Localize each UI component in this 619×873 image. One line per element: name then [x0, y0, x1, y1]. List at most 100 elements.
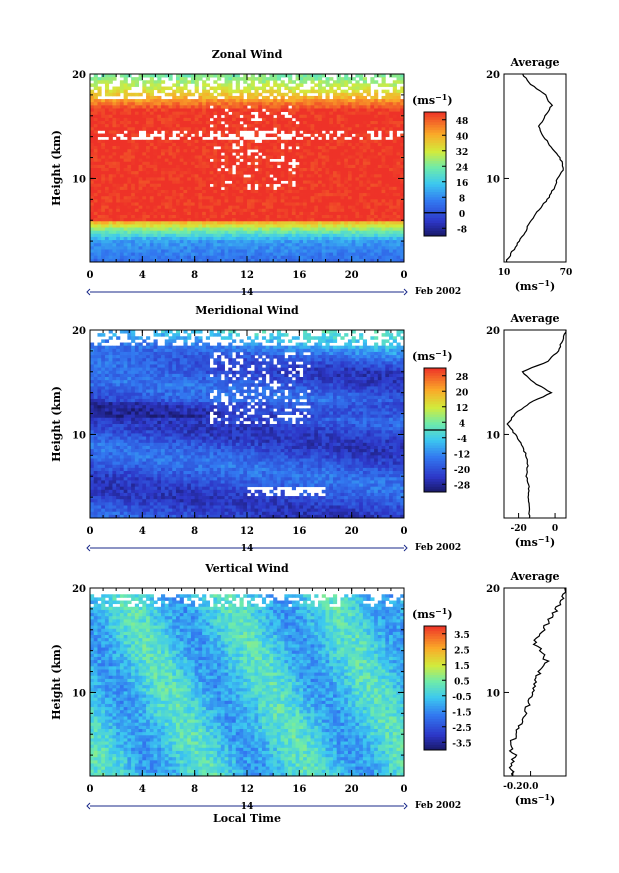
- heatmap-cell: [101, 149, 106, 153]
- heatmap-cell: [164, 146, 169, 150]
- heatmap-cell: [306, 95, 311, 100]
- heatmap-cell: [385, 102, 390, 106]
- heatmap-cell: [235, 86, 240, 91]
- heatmap-cell: [374, 252, 379, 257]
- heatmap-cell: [374, 218, 379, 222]
- heatmap-cell: [254, 224, 259, 228]
- heatmap-cell: [153, 158, 158, 163]
- heatmap-cell: [261, 230, 267, 235]
- heatmap-cell: [97, 218, 102, 222]
- heatmap-cell: [153, 136, 158, 141]
- heatmap-cell: [138, 161, 143, 166]
- heatmap-cell: [321, 224, 326, 228]
- heatmap-cell: [187, 174, 192, 178]
- heatmap-cell: [344, 139, 349, 144]
- heatmap-cell: [381, 189, 386, 194]
- heatmap-cell: [190, 236, 196, 241]
- heatmap-cell: [101, 215, 106, 219]
- heatmap-cell: [149, 199, 154, 203]
- heatmap-cell: [400, 215, 405, 219]
- heatmap-cell: [370, 221, 375, 225]
- heatmap-cell: [183, 227, 188, 232]
- heatmap-cell: [116, 99, 121, 103]
- heatmap-cell: [247, 199, 252, 203]
- heatmap-cell: [280, 221, 285, 225]
- heatmap-cell: [392, 155, 397, 159]
- heatmap-cell: [134, 133, 139, 138]
- heatmap-cell: [168, 227, 173, 232]
- heatmap-cell: [90, 427, 95, 431]
- heatmap-cell: [284, 155, 289, 159]
- heatmap-cell: [258, 114, 263, 119]
- heatmap-cell: [119, 177, 125, 181]
- heatmap-cell: [104, 108, 110, 112]
- heatmap-cell: [321, 139, 326, 144]
- heatmap-cell: [104, 221, 110, 225]
- heatmap-cell: [217, 83, 222, 87]
- heatmap-cell: [273, 221, 278, 225]
- heatmap-cell: [389, 252, 394, 257]
- heatmap-cell: [142, 236, 147, 241]
- heatmap-cell: [131, 161, 136, 166]
- heatmap-cell: [224, 174, 229, 178]
- heatmap-cell: [400, 146, 405, 150]
- heatmap-cell: [303, 92, 308, 97]
- heatmap-cell: [377, 124, 382, 128]
- heatmap-cell: [295, 255, 300, 260]
- heatmap-cell: [362, 117, 368, 122]
- heatmap-cell: [202, 152, 207, 156]
- heatmap-cell: [314, 105, 319, 109]
- heatmap-cell: [396, 189, 401, 194]
- heatmap-cell: [131, 158, 136, 163]
- heatmap-cell: [247, 121, 252, 125]
- heatmap-cell: [400, 183, 405, 188]
- heatmap-cell: [149, 83, 154, 87]
- heatmap-cell: [93, 215, 98, 219]
- heatmap-cell: [276, 249, 282, 253]
- heatmap-cell: [303, 205, 308, 210]
- heatmap-cell: [205, 133, 211, 138]
- heatmap-cell: [108, 215, 113, 219]
- heatmap-cell: [183, 108, 188, 112]
- heatmap-cell: [318, 124, 323, 128]
- heatmap-cell: [295, 211, 300, 216]
- heatmap-cell: [108, 236, 113, 241]
- heatmap-cell: [306, 124, 311, 128]
- heatmap-cell: [149, 240, 154, 244]
- heatmap-cell: [295, 208, 300, 213]
- heatmap-cell: [205, 83, 211, 87]
- heatmap-cell: [299, 164, 304, 169]
- heatmap-cell: [168, 74, 173, 78]
- heatmap-cell: [97, 168, 102, 172]
- heatmap-cell: [288, 171, 293, 175]
- heatmap-cell: [329, 121, 334, 125]
- heatmap-cell: [295, 193, 300, 197]
- heatmap-cell: [303, 258, 308, 263]
- heatmap-cell: [314, 193, 319, 197]
- heatmap-cell: [172, 246, 177, 250]
- heatmap-cell: [97, 155, 102, 159]
- heatmap-cell: [228, 77, 233, 81]
- heatmap-cell: [90, 486, 95, 491]
- heatmap-cell: [108, 142, 113, 147]
- colorbar-swatch: [424, 166, 446, 170]
- heatmap-cell: [314, 196, 319, 200]
- heatmap-cell: [90, 445, 95, 450]
- heatmap-cell: [314, 205, 319, 210]
- heatmap-cell: [209, 92, 214, 97]
- heatmap-cell: [183, 240, 188, 244]
- heatmap-cell: [374, 233, 379, 238]
- heatmap-cell: [161, 155, 166, 159]
- heatmap-cell: [232, 124, 237, 128]
- heatmap-cell: [101, 442, 106, 447]
- heatmap-cell: [97, 127, 102, 131]
- heatmap-cell: [235, 139, 240, 144]
- heatmap-cell: [276, 205, 282, 210]
- heatmap-cell: [146, 230, 151, 235]
- heatmap-cell: [295, 189, 300, 194]
- heatmap-cell: [329, 124, 334, 128]
- heatmap-cell: [104, 139, 110, 144]
- heatmap-cell: [389, 193, 394, 197]
- heatmap-cell: [276, 174, 282, 178]
- heatmap-cell: [273, 215, 278, 219]
